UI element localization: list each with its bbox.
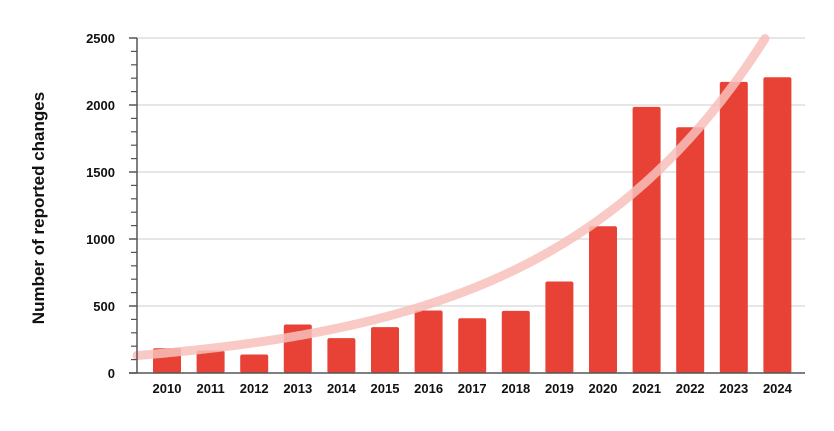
- x-tick-label: 2018: [501, 381, 530, 396]
- trend-line: [132, 34, 770, 360]
- x-tick-label: 2023: [719, 381, 748, 396]
- bars: [153, 77, 792, 374]
- bar-2024: [763, 77, 792, 374]
- x-tick-label: 2010: [153, 381, 182, 396]
- bar-2019: [545, 281, 574, 373]
- x-tick-label: 2015: [371, 381, 400, 396]
- y-tick-label: 500: [93, 299, 115, 314]
- bar-2015: [371, 327, 399, 373]
- y-tick-label: 1500: [86, 165, 115, 180]
- bar-2021: [632, 106, 661, 373]
- x-tick-label: 2021: [632, 381, 661, 396]
- x-tick-label: 2012: [240, 381, 269, 396]
- x-tick-label: 2013: [283, 381, 312, 396]
- bar-2022: [676, 127, 705, 373]
- x-tick-label: 2020: [589, 381, 618, 396]
- y-tick-label: 1000: [86, 232, 115, 247]
- gridlines: [137, 37, 805, 307]
- y-tick-label: 2000: [86, 98, 115, 113]
- y-tick-label: 0: [108, 366, 115, 381]
- axes: [129, 37, 805, 374]
- x-tick-label: 2017: [458, 381, 487, 396]
- bar-2011: [196, 350, 225, 373]
- x-tick-label: 2024: [763, 381, 793, 396]
- bar-2023: [719, 81, 748, 374]
- bar-2020: [589, 226, 617, 373]
- bar-2017: [458, 318, 487, 373]
- x-tick-label: 2016: [414, 381, 443, 396]
- bar-2012: [240, 354, 269, 373]
- bar-2014: [327, 338, 356, 373]
- x-tick-labels: 2010 2011 2012 2013 2014 2015 2016 2017 2018 2019…: [153, 381, 793, 396]
- y-tick-labels: 0 500 1000 1500 2000 2500: [86, 31, 115, 381]
- x-tick-label: 2019: [545, 381, 574, 396]
- x-tick-label: 2011: [196, 381, 224, 396]
- x-tick-label: 2022: [676, 381, 705, 396]
- x-tick-label: 2014: [327, 381, 357, 396]
- bar-2018: [501, 310, 530, 373]
- y-tick-label: 2500: [86, 31, 115, 46]
- y-axis-label: Number of reported changes: [29, 92, 48, 324]
- bar-2016: [414, 310, 443, 373]
